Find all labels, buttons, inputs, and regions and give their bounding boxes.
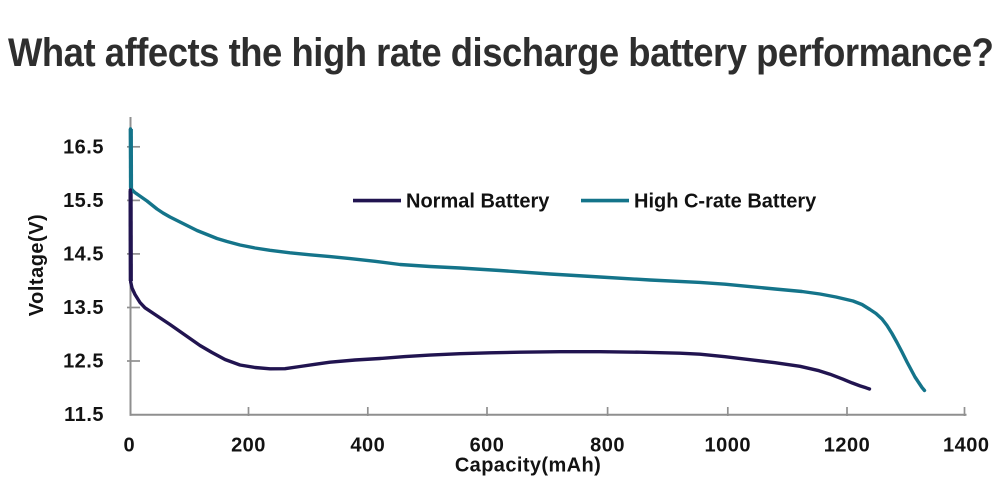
svg-text:12.5: 12.5 (63, 351, 104, 373)
svg-text:13.5: 13.5 (63, 297, 104, 319)
svg-text:200: 200 (231, 435, 266, 457)
svg-text:15.5: 15.5 (63, 190, 104, 212)
svg-text:1200: 1200 (824, 435, 871, 457)
svg-text:400: 400 (350, 435, 385, 457)
svg-text:16.5: 16.5 (63, 136, 104, 158)
svg-text:High C-rate Battery: High C-rate Battery (634, 191, 817, 213)
svg-text:Capacity(mAh): Capacity(mAh) (455, 455, 601, 477)
svg-text:1400: 1400 (943, 435, 990, 457)
svg-text:Voltage(V): Voltage(V) (26, 214, 48, 316)
svg-text:11.5: 11.5 (64, 404, 104, 426)
svg-text:1000: 1000 (705, 435, 752, 457)
svg-text:Normal Battery: Normal Battery (406, 191, 550, 213)
svg-text:14.5: 14.5 (63, 243, 104, 265)
svg-text:800: 800 (590, 435, 625, 457)
svg-text:0: 0 (123, 435, 135, 457)
svg-text:600: 600 (470, 435, 505, 457)
